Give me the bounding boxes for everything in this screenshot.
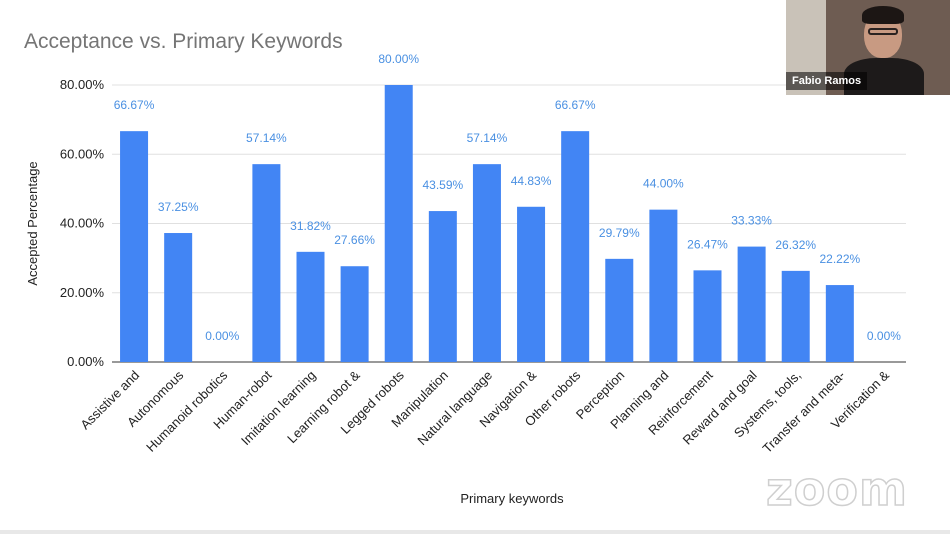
y-axis-label: Accepted Percentage <box>25 161 40 285</box>
bar[interactable] <box>296 251 325 362</box>
data-label: 44.83% <box>511 174 552 188</box>
data-label: 22.22% <box>819 252 860 266</box>
bar[interactable] <box>605 258 634 362</box>
bar[interactable] <box>737 246 766 362</box>
data-label: 0.00% <box>867 329 901 343</box>
data-label: 0.00% <box>205 329 239 343</box>
bar[interactable] <box>561 131 590 362</box>
bar[interactable] <box>649 209 678 362</box>
data-label: 66.67% <box>114 98 155 112</box>
bar[interactable] <box>428 211 457 362</box>
chart-title: Acceptance vs. Primary Keywords <box>24 30 343 53</box>
data-label: 26.32% <box>775 238 816 252</box>
data-label: 44.00% <box>643 177 684 191</box>
bar[interactable] <box>384 85 413 362</box>
y-tick-label: 60.00% <box>60 146 105 161</box>
data-label: 57.14% <box>467 131 508 145</box>
bar[interactable] <box>693 270 722 362</box>
bottom-edge <box>0 530 950 534</box>
x-tick-label: Reward and goal <box>680 367 760 447</box>
data-label: 27.66% <box>334 233 375 247</box>
x-tick-label: Transfer and meta- <box>760 368 848 456</box>
bar[interactable] <box>781 270 810 362</box>
bar[interactable] <box>825 285 854 362</box>
data-label: 31.82% <box>290 219 331 233</box>
y-tick-label: 40.00% <box>60 216 105 231</box>
bar[interactable] <box>252 164 281 362</box>
x-tick-label: Imitation learning <box>238 368 319 449</box>
data-label: 33.33% <box>731 214 772 228</box>
data-label: 29.79% <box>599 226 640 240</box>
y-tick-label: 80.00% <box>60 77 105 92</box>
bar[interactable] <box>340 266 369 362</box>
bar[interactable] <box>120 131 149 362</box>
bar[interactable] <box>164 233 193 362</box>
x-axis-label: Primary keywords <box>460 491 564 506</box>
bar[interactable] <box>472 164 501 362</box>
data-label: 37.25% <box>158 200 199 214</box>
bar[interactable] <box>517 206 546 362</box>
x-tick-label: Humanoid robotics <box>143 367 231 455</box>
x-tick-label: Natural language <box>414 368 495 449</box>
data-label: 66.67% <box>555 98 596 112</box>
data-label: 26.47% <box>687 237 728 251</box>
zoom-watermark-logo: zoom <box>765 461 908 517</box>
data-label: 57.14% <box>246 131 287 145</box>
participant-name-label: Fabio Ramos <box>786 72 868 90</box>
y-tick-label: 20.00% <box>60 285 105 300</box>
webcam-person-glasses <box>868 28 898 35</box>
data-label: 80.00% <box>378 52 419 66</box>
y-tick-label: 0.00% <box>67 354 104 369</box>
webcam-video-tile[interactable]: Fabio Ramos <box>786 0 950 95</box>
webcam-person-hair <box>862 6 904 24</box>
data-label: 43.59% <box>422 178 463 192</box>
